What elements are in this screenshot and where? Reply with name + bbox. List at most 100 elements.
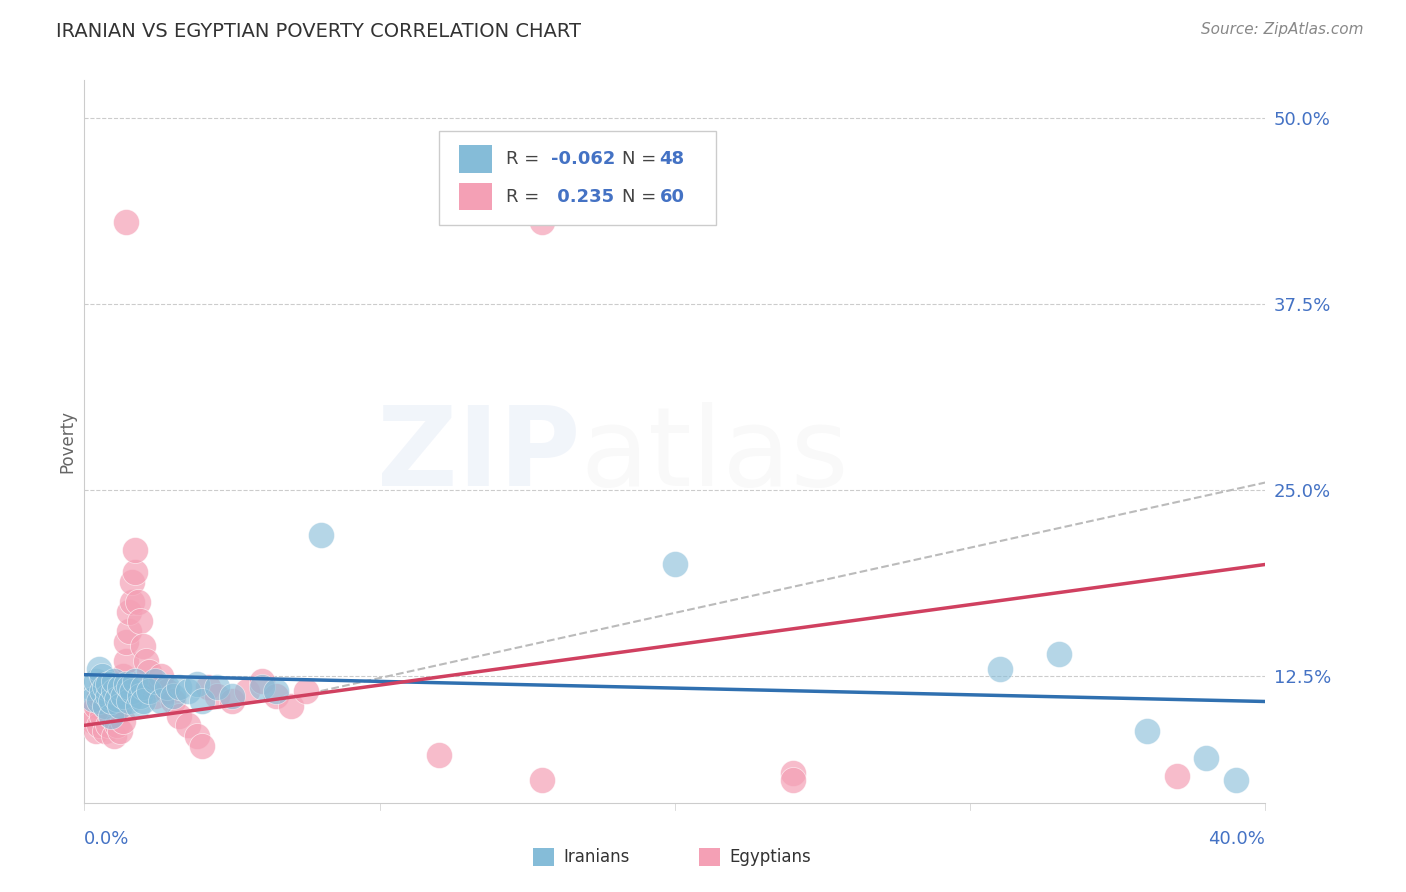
Text: R =: R = bbox=[506, 150, 546, 168]
Text: 0.0%: 0.0% bbox=[84, 830, 129, 847]
Text: N =: N = bbox=[621, 187, 662, 205]
Point bbox=[87, 689, 111, 703]
Point bbox=[94, 698, 117, 713]
Point bbox=[531, 215, 554, 229]
Point bbox=[782, 773, 804, 788]
Point bbox=[150, 669, 173, 683]
Point bbox=[1047, 647, 1070, 661]
Point bbox=[103, 684, 125, 698]
Point bbox=[143, 689, 166, 703]
Text: R =: R = bbox=[506, 187, 546, 205]
Point bbox=[118, 605, 141, 619]
FancyBboxPatch shape bbox=[458, 145, 492, 173]
FancyBboxPatch shape bbox=[439, 131, 716, 225]
Point bbox=[221, 689, 243, 703]
Point bbox=[1225, 773, 1247, 788]
Point bbox=[87, 718, 111, 732]
Point bbox=[100, 709, 122, 723]
Point bbox=[531, 773, 554, 788]
Point bbox=[114, 676, 136, 690]
Point bbox=[124, 673, 146, 688]
Point bbox=[87, 694, 111, 708]
Point bbox=[782, 766, 804, 780]
Point bbox=[111, 689, 134, 703]
Point bbox=[103, 729, 125, 743]
Point bbox=[84, 724, 107, 739]
Text: 60: 60 bbox=[659, 187, 685, 205]
Point bbox=[295, 684, 318, 698]
Point bbox=[148, 680, 170, 694]
Point bbox=[121, 595, 143, 609]
Point bbox=[156, 684, 179, 698]
Point bbox=[143, 673, 166, 688]
Point bbox=[103, 689, 125, 703]
Point bbox=[177, 684, 200, 698]
Point bbox=[138, 684, 160, 698]
Point bbox=[124, 542, 146, 557]
Point bbox=[108, 684, 131, 698]
Point bbox=[266, 689, 288, 703]
Point bbox=[105, 698, 128, 713]
Point bbox=[105, 718, 128, 732]
Text: atlas: atlas bbox=[581, 402, 849, 509]
Point bbox=[664, 558, 686, 572]
Point bbox=[121, 575, 143, 590]
FancyBboxPatch shape bbox=[458, 183, 492, 211]
Point bbox=[94, 698, 117, 713]
Point bbox=[100, 694, 122, 708]
Point bbox=[91, 676, 114, 690]
Point bbox=[103, 673, 125, 688]
Point bbox=[207, 689, 229, 703]
Point bbox=[156, 680, 179, 694]
Point bbox=[97, 689, 120, 703]
Point bbox=[988, 662, 1011, 676]
Point bbox=[91, 709, 114, 723]
Point bbox=[97, 718, 120, 732]
Point bbox=[309, 527, 332, 541]
Point bbox=[118, 694, 141, 708]
Point bbox=[91, 684, 114, 698]
Point bbox=[129, 689, 152, 703]
Point bbox=[132, 694, 155, 708]
Point bbox=[236, 684, 259, 698]
Point bbox=[100, 694, 122, 708]
Text: IRANIAN VS EGYPTIAN POVERTY CORRELATION CHART: IRANIAN VS EGYPTIAN POVERTY CORRELATION … bbox=[56, 22, 581, 41]
Point bbox=[162, 694, 184, 708]
Point bbox=[114, 635, 136, 649]
Point bbox=[132, 680, 155, 694]
Point bbox=[87, 662, 111, 676]
Point bbox=[108, 680, 131, 694]
Y-axis label: Poverty: Poverty bbox=[58, 410, 76, 473]
Point bbox=[111, 669, 134, 683]
Point bbox=[129, 614, 152, 628]
Point bbox=[84, 698, 107, 713]
Point bbox=[82, 691, 104, 706]
Point bbox=[186, 729, 208, 743]
Text: 0.235: 0.235 bbox=[551, 187, 614, 205]
Point bbox=[79, 680, 101, 694]
Point bbox=[197, 680, 219, 694]
Point bbox=[141, 680, 163, 694]
Point bbox=[132, 640, 155, 654]
Point bbox=[97, 676, 120, 690]
FancyBboxPatch shape bbox=[699, 848, 720, 866]
Point bbox=[94, 724, 117, 739]
Point bbox=[138, 665, 160, 679]
Point bbox=[108, 698, 131, 713]
Text: N =: N = bbox=[621, 150, 662, 168]
Point bbox=[97, 684, 120, 698]
Point bbox=[111, 714, 134, 728]
FancyBboxPatch shape bbox=[533, 848, 554, 866]
Point bbox=[127, 698, 149, 713]
Text: 48: 48 bbox=[659, 150, 685, 168]
Point bbox=[118, 680, 141, 694]
Point bbox=[250, 680, 273, 694]
Point bbox=[135, 654, 157, 668]
Point bbox=[118, 624, 141, 639]
Point bbox=[1166, 769, 1188, 783]
Text: Egyptians: Egyptians bbox=[730, 848, 811, 866]
Point bbox=[167, 709, 190, 723]
Point bbox=[82, 714, 104, 728]
Point bbox=[114, 215, 136, 229]
Point bbox=[250, 673, 273, 688]
